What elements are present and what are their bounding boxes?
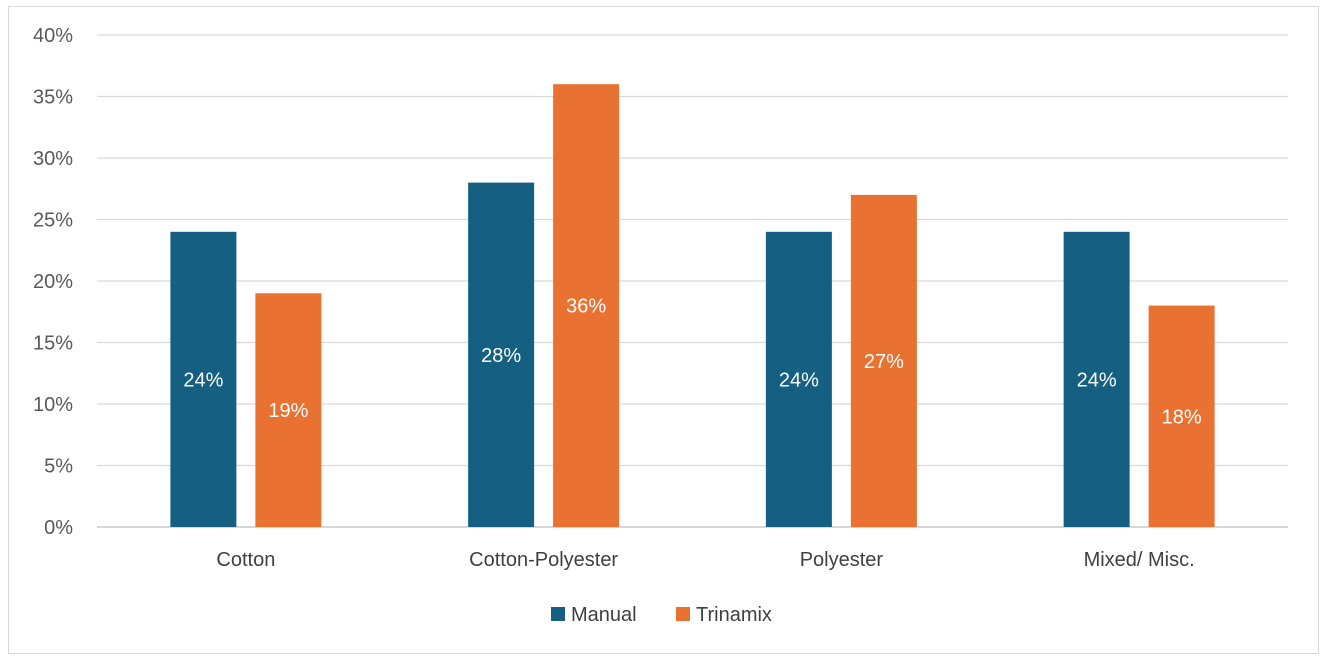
data-label: 18%: [1162, 406, 1202, 428]
data-label: 19%: [268, 400, 308, 422]
y-tick-label: 5%: [44, 456, 73, 478]
x-category-label: Mixed/ Misc.: [1084, 549, 1195, 571]
x-category-label: Polyester: [800, 549, 884, 571]
bar-trinamix: [553, 84, 620, 527]
legend-swatch-trinamix: [676, 607, 690, 621]
data-label: 24%: [1077, 369, 1117, 391]
y-tick-label: 30%: [33, 148, 73, 170]
bar-manual: [468, 182, 535, 527]
data-label: 36%: [566, 296, 606, 318]
y-tick-label: 15%: [33, 333, 73, 355]
legend-label: Trinamix: [696, 604, 772, 626]
data-label: 24%: [183, 369, 223, 391]
legend-label: Manual: [571, 604, 637, 626]
bar-manual: [170, 231, 237, 528]
data-label: 24%: [779, 369, 819, 391]
x-category-label: Cotton-Polyester: [469, 549, 618, 571]
bar-trinamix: [850, 194, 917, 527]
data-label: 28%: [481, 345, 521, 367]
y-tick-label: 20%: [33, 271, 73, 293]
y-tick-label: 35%: [33, 87, 73, 109]
legend-swatch-manual: [551, 607, 565, 621]
bar-trinamix: [1148, 305, 1215, 527]
y-tick-label: 10%: [33, 394, 73, 416]
y-tick-label: 40%: [33, 25, 73, 47]
data-label: 27%: [864, 351, 904, 373]
y-tick-label: 0%: [44, 517, 73, 539]
x-category-label: Cotton: [216, 549, 275, 571]
bar-manual: [765, 231, 832, 528]
y-tick-label: 25%: [33, 210, 73, 232]
chart-frame: [8, 6, 1319, 654]
bar-manual: [1063, 231, 1130, 528]
bar-trinamix: [255, 293, 322, 527]
